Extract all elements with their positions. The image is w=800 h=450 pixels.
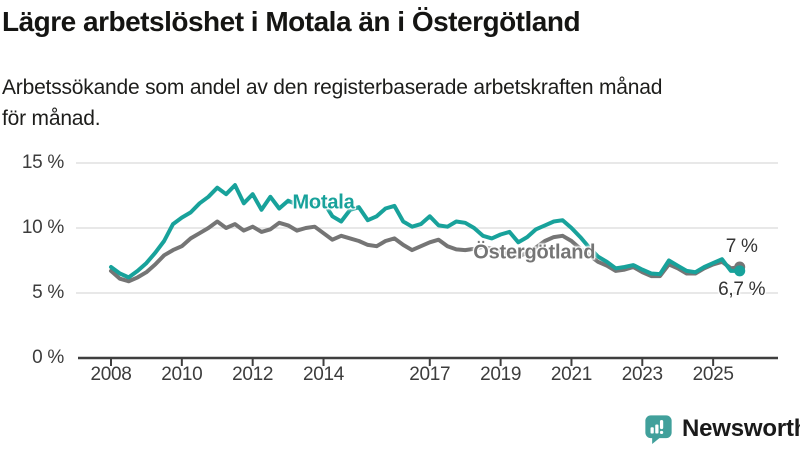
end-dot-motala	[734, 265, 746, 277]
newsworthy-logo: Newsworthy	[644, 414, 800, 444]
page-title: Lägre arbetslöshet i Motala än i Östergö…	[2, 6, 581, 37]
subtitle-line-2: för månad.	[2, 107, 101, 130]
subtitle-line-1: Arbetssökande som andel av den registerb…	[2, 76, 663, 99]
brand-name: Newsworthy	[682, 415, 800, 442]
chart-subtitle: Arbetssökande som andel av den registerb…	[2, 72, 772, 134]
series-line-motala	[109, 183, 742, 280]
bar-chart-speech-bubble-icon	[645, 415, 672, 444]
